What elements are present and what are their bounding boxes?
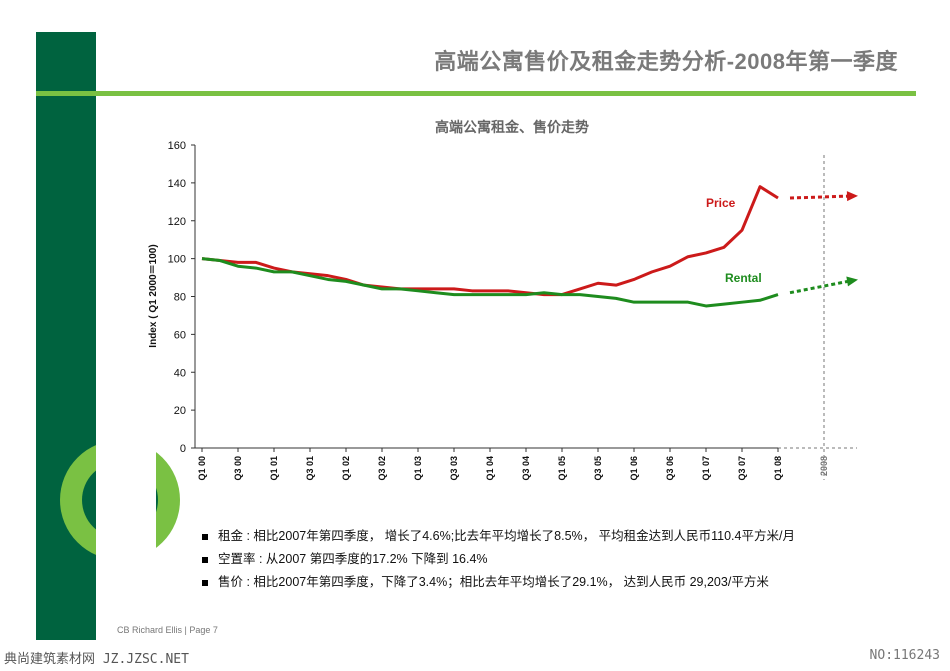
x-tick-label: Q3 04 — [521, 456, 531, 481]
bullet-text: 租金 : 相比2007年第四季度， 增长了4.6%;比去年平均增长了8.5%， … — [218, 529, 795, 543]
x-tick-label: Q3 02 — [377, 456, 387, 481]
x-tick-label: Q3 06 — [665, 456, 675, 481]
x-tick-label: Q1 04 — [485, 456, 495, 481]
x-forecast-label: 2008 — [819, 456, 829, 476]
x-tick-label: Q1 06 — [629, 456, 639, 481]
x-tick-label: Q1 00 — [197, 456, 207, 481]
x-tick-label: Q3 05 — [593, 456, 603, 481]
series-labels: Price Rental — [706, 196, 762, 285]
title-rule — [36, 91, 916, 96]
y-axis-label: Index ( Q1 2000＝100) — [148, 244, 159, 347]
y-tick-label: 0 — [180, 443, 186, 455]
forecast-arrow-rental — [789, 279, 849, 295]
y-tick-label: 20 — [174, 405, 186, 417]
bullet-mark — [202, 557, 208, 563]
x-tick-label: Q1 01 — [269, 456, 279, 481]
y-tick-label: 80 — [174, 292, 186, 304]
chart-title: 高端公寓租金、售价走势 — [435, 119, 589, 135]
page-title: 高端公寓售价及租金走势分析-2008年第一季度 — [434, 49, 898, 74]
series-label-rental: Rental — [725, 271, 762, 285]
bullet-price: 售价 : 相比2007年第四季度，下降了3.4%；相比去年平均增长了29.1%，… — [200, 571, 795, 594]
decor-ring — [60, 430, 180, 570]
footer: CB Richard Ellis | Page 7 — [117, 625, 218, 635]
bullet-list: 租金 : 相比2007年第四季度， 增长了4.6%;比去年平均增长了8.5%， … — [200, 525, 795, 594]
x-tick-label: Q3 01 — [305, 456, 315, 481]
bullet-mark — [202, 534, 208, 540]
forecast-arrowhead-rental — [846, 276, 858, 287]
x-tick-label: Q3 00 — [233, 456, 243, 481]
y-ticks: 0 20 40 60 80 100 120 140 160 — [168, 140, 195, 455]
x-tick-label: Q3 03 — [449, 456, 459, 481]
y-tick-label: 100 — [168, 254, 186, 266]
series-label-price: Price — [706, 196, 736, 210]
x-tick-label: Q1 03 — [413, 456, 423, 481]
y-tick-label: 120 — [168, 216, 186, 228]
y-tick-label: 60 — [174, 329, 186, 341]
y-tick-label: 160 — [168, 140, 186, 152]
series-lines — [201, 185, 858, 308]
watermark-left: 典尚建筑素材网 JZ.JZSC.NET — [4, 652, 189, 667]
series-line-rental — [201, 257, 779, 308]
bullet-rental: 租金 : 相比2007年第四季度， 增长了4.6%;比去年平均增长了8.5%， … — [200, 525, 795, 548]
bullet-text: 售价 : 相比2007年第四季度，下降了3.4%；相比去年平均增长了29.1%，… — [218, 575, 769, 589]
bullet-mark — [202, 580, 208, 586]
x-tick-label: Q1 07 — [701, 456, 711, 481]
y-tick-label: 140 — [168, 178, 186, 190]
x-ticks: Q1 00 Q3 00 Q1 01 Q3 01 Q1 02 Q3 02 Q1 03 Q3 03… — [197, 448, 829, 481]
y-tick-label: 40 — [174, 367, 186, 379]
bullet-text: 空置率 : 从2007 第四季度的17.2% 下降到 16.4% — [218, 552, 488, 566]
x-tick-label: Q3 07 — [737, 456, 747, 481]
x-tick-label: Q1 02 — [341, 456, 351, 481]
bullet-vacancy: 空置率 : 从2007 第四季度的17.2% 下降到 16.4% — [200, 548, 795, 571]
forecast-arrow-price — [789, 194, 849, 200]
series-line-price — [201, 185, 779, 297]
forecast-arrowhead-price — [846, 191, 858, 202]
x-tick-label: Q1 08 — [773, 456, 783, 481]
watermark-right: NO:116243 — [869, 648, 940, 663]
x-tick-label: Q1 05 — [557, 456, 567, 481]
